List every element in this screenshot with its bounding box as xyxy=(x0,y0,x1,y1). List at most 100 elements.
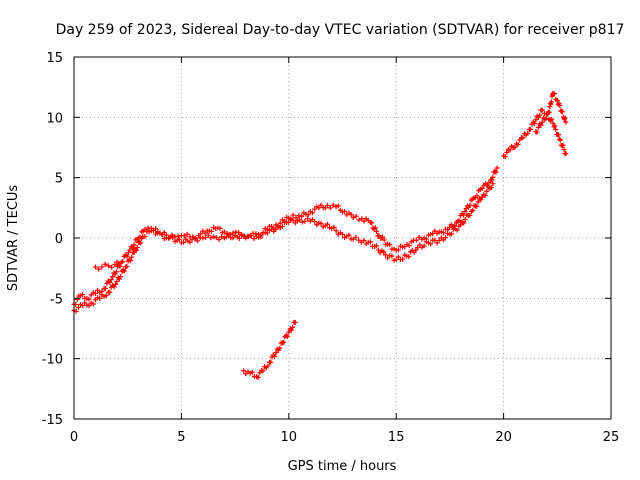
data-point xyxy=(454,227,460,233)
data-point xyxy=(382,252,388,258)
data-point xyxy=(92,291,98,297)
data-point xyxy=(452,222,458,228)
data-point xyxy=(236,235,242,241)
data-point xyxy=(331,224,337,230)
y-tick-label: 5 xyxy=(55,172,63,187)
data-point xyxy=(436,237,442,243)
y-tick-label: -5 xyxy=(50,292,63,307)
data-point xyxy=(539,107,545,113)
data-point xyxy=(440,230,446,236)
data-point xyxy=(553,126,559,132)
data-point xyxy=(114,278,120,284)
data-point xyxy=(121,268,127,274)
data-point xyxy=(80,292,86,298)
data-point xyxy=(348,212,354,218)
data-point xyxy=(176,236,182,242)
data-point xyxy=(290,217,296,223)
data-point xyxy=(474,193,480,199)
data-point xyxy=(551,91,557,97)
data-point xyxy=(217,225,223,231)
data-point xyxy=(255,374,261,380)
data-point xyxy=(86,296,92,302)
data-point xyxy=(285,333,291,339)
data-point xyxy=(461,220,467,226)
data-point xyxy=(507,147,513,153)
data-point xyxy=(327,205,333,211)
data-point xyxy=(105,263,111,269)
data-point xyxy=(375,247,381,253)
data-point xyxy=(350,236,356,242)
data-point xyxy=(406,254,412,260)
data-point xyxy=(290,324,296,330)
data-point xyxy=(150,227,156,233)
data-point xyxy=(346,232,352,238)
data-point xyxy=(534,129,540,135)
data-point xyxy=(490,174,496,180)
data-point xyxy=(109,264,115,270)
data-point xyxy=(560,142,566,148)
data-point xyxy=(75,304,81,310)
data-point xyxy=(99,264,105,270)
data-point xyxy=(462,216,468,222)
data-point xyxy=(449,231,455,237)
data-point xyxy=(389,253,395,259)
data-point xyxy=(512,144,518,150)
data-point xyxy=(181,239,187,245)
data-layer xyxy=(71,90,569,380)
data-point xyxy=(416,234,422,240)
data-point xyxy=(421,243,427,249)
data-point xyxy=(125,250,131,256)
data-point xyxy=(292,319,298,325)
data-point xyxy=(324,202,330,208)
data-point xyxy=(372,225,378,231)
y-tick-label: 10 xyxy=(46,111,63,126)
data-point xyxy=(502,154,508,160)
data-point xyxy=(458,222,464,228)
data-point xyxy=(556,132,562,138)
data-point xyxy=(490,181,496,187)
data-point xyxy=(342,208,348,214)
x-tick-label: 15 xyxy=(388,430,405,445)
data-point xyxy=(400,256,406,262)
data-point xyxy=(322,205,328,211)
data-point xyxy=(387,242,393,248)
data-point xyxy=(281,339,287,345)
data-point xyxy=(211,234,217,240)
y-tick-label: 0 xyxy=(55,232,63,247)
data-point xyxy=(353,213,359,219)
data-point xyxy=(80,303,86,309)
data-point xyxy=(142,233,148,239)
data-point xyxy=(170,234,176,240)
data-point xyxy=(107,279,113,285)
x-tick-label: 0 xyxy=(70,430,78,445)
data-point xyxy=(430,231,436,237)
data-point xyxy=(286,329,292,335)
data-point xyxy=(90,301,96,307)
data-point xyxy=(515,141,521,147)
data-point xyxy=(297,217,303,223)
data-point xyxy=(478,197,484,203)
data-point xyxy=(192,236,198,242)
data-point xyxy=(413,237,419,243)
x-tick-label: 10 xyxy=(281,430,298,445)
data-point xyxy=(443,235,449,241)
data-point xyxy=(554,97,560,103)
data-point xyxy=(117,263,123,269)
data-point xyxy=(138,240,144,246)
data-point xyxy=(226,232,232,238)
data-point xyxy=(221,229,227,235)
data-point xyxy=(379,234,385,240)
data-point xyxy=(546,109,552,115)
data-point xyxy=(208,228,214,234)
data-point xyxy=(124,263,130,269)
data-point xyxy=(116,260,122,266)
data-point xyxy=(462,208,468,214)
data-point xyxy=(479,186,485,192)
data-point xyxy=(561,116,567,122)
data-point xyxy=(432,237,438,243)
data-point xyxy=(316,205,322,211)
data-point xyxy=(528,126,534,132)
data-point xyxy=(216,236,222,242)
data-point xyxy=(127,258,133,264)
data-point xyxy=(374,228,380,234)
